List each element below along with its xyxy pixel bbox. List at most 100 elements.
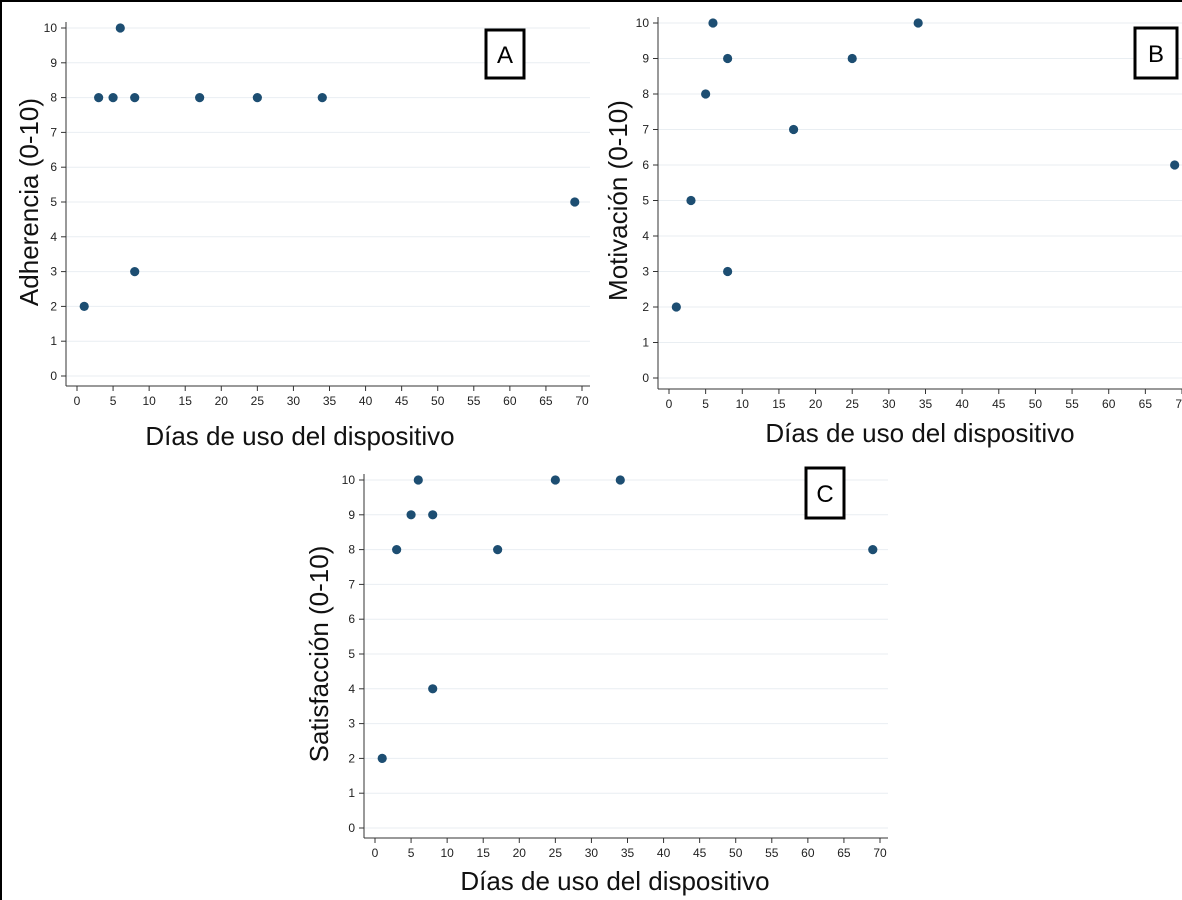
y-tick-label: 8	[50, 91, 57, 105]
panel-background	[8, 8, 590, 442]
x-tick-label: 45	[992, 397, 1006, 411]
data-point	[1170, 160, 1180, 170]
x-tick-label: 5	[408, 846, 415, 860]
x-tick-label: 10	[736, 397, 750, 411]
panel-label: A	[497, 42, 513, 69]
y-tick-label: 1	[50, 334, 57, 348]
y-tick-label: 0	[50, 369, 57, 383]
data-point	[377, 753, 387, 764]
panel-label-box	[484, 28, 526, 80]
x-tick-label: 55	[1065, 397, 1079, 411]
x-tick-label: 70	[575, 394, 589, 408]
data-point	[108, 93, 118, 103]
data-point	[671, 302, 681, 312]
x-tick-label: 0	[372, 846, 379, 860]
x-tick-label: 35	[323, 394, 337, 408]
data-point	[94, 93, 104, 103]
x-tick-label: 15	[179, 394, 193, 408]
data-point	[550, 475, 560, 485]
data-point	[130, 267, 140, 277]
x-tick-label: 60	[1102, 397, 1116, 411]
data-point	[406, 510, 416, 520]
y-tick-label: 6	[50, 160, 57, 174]
y-tick-label: 6	[348, 612, 355, 626]
x-tick-label: 20	[809, 397, 823, 411]
y-tick-label: 9	[50, 56, 57, 70]
x-tick-label: 45	[395, 394, 409, 408]
x-tick-label: 40	[955, 397, 969, 411]
y-axis-title: Satisfacción (0-10)	[304, 546, 334, 763]
x-tick-label: 50	[431, 394, 445, 408]
y-tick-label: 8	[642, 87, 649, 101]
y-tick-label: 9	[348, 508, 355, 522]
x-tick-label: 5	[702, 397, 709, 411]
y-tick-label: 2	[50, 299, 57, 313]
data-point	[252, 93, 262, 103]
x-tick-label: 65	[837, 846, 851, 860]
data-point	[392, 545, 402, 555]
y-tick-label: 7	[348, 577, 355, 591]
data-point	[79, 301, 89, 311]
x-tick-label: 0	[74, 394, 81, 408]
data-point	[615, 475, 625, 485]
y-tick-label: 3	[642, 265, 649, 279]
data-point	[708, 18, 718, 28]
x-tick-label: 30	[287, 394, 301, 408]
x-axis-title: Días de uso del dispositivo	[145, 421, 454, 451]
y-tick-label: 2	[642, 300, 649, 314]
panel-label: C	[816, 481, 833, 508]
data-point	[570, 197, 580, 207]
panel-background	[592, 8, 1182, 448]
y-axis-title: Motivación (0-10)	[603, 100, 633, 301]
data-point	[723, 53, 733, 64]
data-point	[493, 545, 503, 555]
panel-label: B	[1148, 41, 1164, 68]
panel-background	[298, 460, 908, 900]
x-tick-label: 40	[359, 394, 373, 408]
y-tick-label: 3	[348, 717, 355, 731]
x-tick-label: 55	[765, 846, 779, 860]
panel-label-box	[1133, 26, 1179, 80]
x-tick-label: 70	[873, 846, 887, 860]
data-point	[195, 93, 205, 103]
x-axis-title: Días de uso del dispositivo	[460, 866, 769, 896]
y-tick-label: 4	[348, 682, 355, 696]
x-tick-label: 15	[772, 397, 786, 411]
x-tick-label: 25	[251, 394, 265, 408]
x-tick-label: 15	[477, 846, 491, 860]
x-tick-label: 45	[693, 846, 707, 860]
y-tick-label: 10	[342, 473, 356, 487]
y-tick-label: 7	[50, 125, 57, 139]
x-tick-label: 50	[1029, 397, 1043, 411]
y-tick-label: 5	[348, 647, 355, 661]
x-tick-label: 40	[657, 846, 671, 860]
x-tick-label: 35	[919, 397, 933, 411]
y-tick-label: 10	[44, 21, 58, 35]
x-tick-label: 65	[539, 394, 553, 408]
data-point	[788, 124, 799, 135]
x-tick-label: 30	[585, 846, 599, 860]
y-tick-label: 7	[642, 123, 649, 137]
data-point	[913, 18, 923, 28]
data-point	[317, 93, 327, 103]
x-tick-label: 20	[215, 394, 229, 408]
y-tick-label: 4	[50, 230, 57, 244]
y-tick-label: 0	[642, 371, 649, 385]
y-tick-label: 8	[348, 543, 355, 557]
y-tick-label: 10	[636, 16, 650, 30]
x-tick-label: 60	[503, 394, 517, 408]
y-tick-label: 1	[348, 786, 355, 800]
data-point	[413, 475, 423, 485]
y-tick-label: 2	[348, 751, 355, 765]
data-point	[428, 510, 438, 520]
data-point	[723, 266, 733, 277]
data-point	[701, 89, 711, 99]
x-axis-title: Días de uso del dispositivo	[765, 418, 1074, 448]
y-tick-label: 5	[642, 194, 649, 208]
x-tick-label: 7	[1175, 397, 1182, 411]
x-tick-label: 65	[1139, 397, 1153, 411]
